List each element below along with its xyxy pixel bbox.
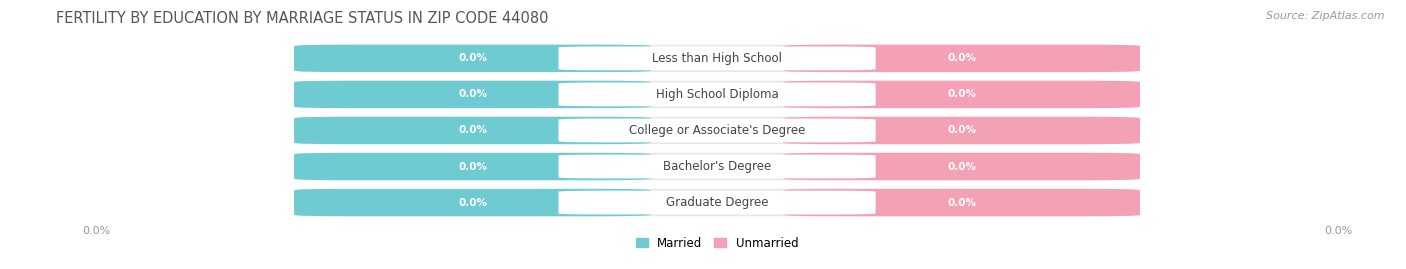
FancyBboxPatch shape xyxy=(294,117,651,144)
Text: High School Diploma: High School Diploma xyxy=(655,88,779,101)
Text: Graduate Degree: Graduate Degree xyxy=(666,196,768,209)
Text: 0.0%: 0.0% xyxy=(458,53,486,63)
FancyBboxPatch shape xyxy=(294,45,1140,72)
FancyBboxPatch shape xyxy=(558,119,876,142)
FancyBboxPatch shape xyxy=(783,81,1140,108)
FancyBboxPatch shape xyxy=(294,81,651,108)
FancyBboxPatch shape xyxy=(558,191,876,214)
Legend: Married, Unmarried: Married, Unmarried xyxy=(631,232,803,254)
FancyBboxPatch shape xyxy=(558,47,876,70)
FancyBboxPatch shape xyxy=(294,117,1140,144)
FancyBboxPatch shape xyxy=(294,45,651,72)
Text: 0.0%: 0.0% xyxy=(948,197,976,208)
Text: 0.0%: 0.0% xyxy=(948,53,976,63)
Text: Bachelor's Degree: Bachelor's Degree xyxy=(664,160,770,173)
FancyBboxPatch shape xyxy=(294,153,1140,180)
Text: 0.0%: 0.0% xyxy=(458,197,486,208)
Text: 0.0%: 0.0% xyxy=(948,161,976,172)
FancyBboxPatch shape xyxy=(783,45,1140,72)
Text: 0.0%: 0.0% xyxy=(458,89,486,100)
FancyBboxPatch shape xyxy=(294,189,651,216)
FancyBboxPatch shape xyxy=(294,153,651,180)
Text: 0.0%: 0.0% xyxy=(948,125,976,136)
FancyBboxPatch shape xyxy=(294,81,1140,108)
FancyBboxPatch shape xyxy=(558,155,876,178)
Text: College or Associate's Degree: College or Associate's Degree xyxy=(628,124,806,137)
Text: 0.0%: 0.0% xyxy=(458,125,486,136)
Text: Less than High School: Less than High School xyxy=(652,52,782,65)
Text: 0.0%: 0.0% xyxy=(948,89,976,100)
Text: Source: ZipAtlas.com: Source: ZipAtlas.com xyxy=(1267,11,1385,21)
FancyBboxPatch shape xyxy=(783,189,1140,216)
Text: FERTILITY BY EDUCATION BY MARRIAGE STATUS IN ZIP CODE 44080: FERTILITY BY EDUCATION BY MARRIAGE STATU… xyxy=(56,11,548,26)
FancyBboxPatch shape xyxy=(294,189,1140,216)
Text: 0.0%: 0.0% xyxy=(458,161,486,172)
FancyBboxPatch shape xyxy=(783,117,1140,144)
FancyBboxPatch shape xyxy=(558,83,876,106)
FancyBboxPatch shape xyxy=(783,153,1140,180)
